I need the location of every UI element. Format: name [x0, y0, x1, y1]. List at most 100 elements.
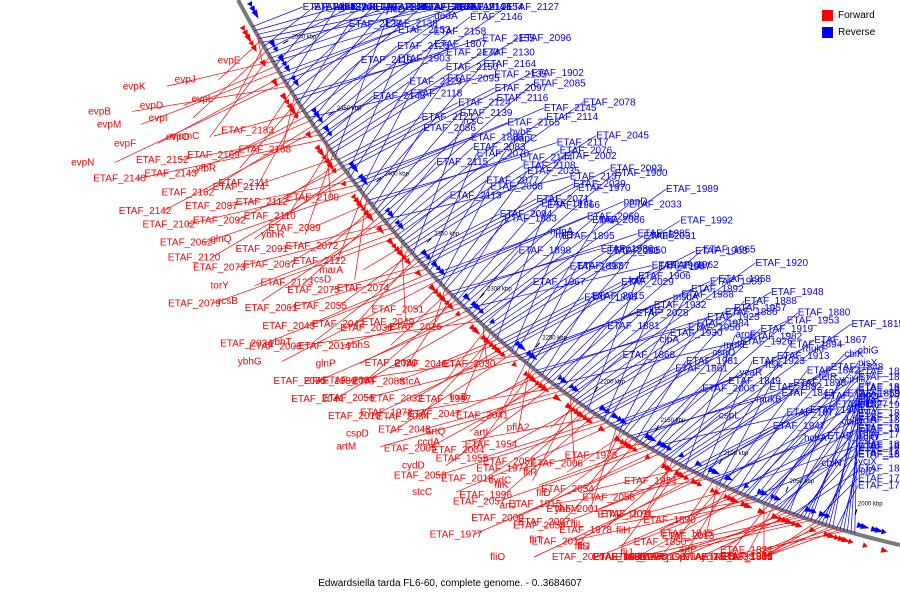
label-connector: [505, 266, 659, 347]
label-connector: [671, 399, 757, 461]
label-connector: [854, 400, 859, 534]
gene-label: ETAF_2102: [142, 219, 195, 230]
label-connector: [292, 321, 480, 347]
reverse-gene-arrow: [773, 494, 782, 501]
gene-label: ETAF_2128: [349, 19, 402, 30]
label-connector: [279, 223, 388, 250]
gene-label: ETAF_2094: [500, 209, 553, 220]
legend-reverse: Reverse: [822, 24, 892, 41]
gene-label: ybhG: [238, 357, 262, 368]
label-connector: [603, 462, 678, 531]
label-connector: [817, 461, 859, 523]
label-connector: [162, 129, 317, 212]
label-connector: [365, 358, 522, 399]
gene-label: ETAF_1881: [607, 321, 660, 332]
label-connector: [445, 155, 565, 290]
gene-label: cspG: [656, 552, 680, 563]
gene-label: ETAF_1974: [476, 464, 529, 475]
label-connector: [334, 23, 386, 157]
forward-gene-arrow: [528, 375, 538, 384]
label-connector: [399, 195, 450, 239]
gene-label: sixA: [411, 2, 430, 13]
label-connector: [415, 213, 500, 258]
gene-label: ETAF_2155: [482, 33, 535, 44]
label-connector: [426, 153, 477, 269]
gene-label: ETAF_2124: [458, 97, 511, 108]
reverse-gene-arrow: [249, 5, 256, 13]
gene-label: ETAF_1997: [419, 394, 472, 405]
gene-label: lolA: [629, 276, 646, 287]
label-connector: [437, 201, 624, 281]
gene-label: ETAF_2033: [629, 199, 682, 210]
gene-label: glnP: [316, 359, 336, 370]
label-connector: [746, 362, 859, 497]
label-connector: [388, 146, 474, 227]
label-connector: [561, 440, 639, 523]
forward-gene-arrow: [511, 361, 517, 367]
gene-label: ybbM: [555, 504, 579, 515]
label-connector: [520, 443, 643, 469]
reverse-gene-arrow: [384, 207, 390, 213]
gene-label: ETAF_2012: [532, 537, 585, 548]
label-connector: [767, 371, 859, 505]
gene-label: ETAF_2140: [93, 174, 146, 185]
forward-gene-arrow: [242, 29, 249, 37]
label-connector: [137, 139, 324, 179]
label-connector: [289, 6, 374, 89]
gene-label: ETAF_1915: [509, 499, 562, 510]
label-connector: [496, 448, 651, 503]
gene-label: evpM: [97, 119, 121, 130]
gene-label: papD: [624, 196, 648, 207]
label-connector: [265, 91, 292, 131]
gene-label: ETAF_1992: [680, 215, 733, 226]
gene-label: mukE: [723, 340, 749, 351]
label-connector: [763, 526, 831, 558]
gene-label: ETAF_1889: [858, 383, 900, 394]
gene-label: ETAF_1966: [547, 200, 600, 211]
reverse-gene-arrow: [277, 54, 285, 64]
gene-label: evpL: [192, 94, 214, 105]
label-connector: [619, 332, 671, 431]
gene-label: ETAF_2044: [291, 394, 344, 405]
forward-gene-arrow: [355, 200, 364, 210]
gene-label: ETAF_2026: [389, 322, 442, 333]
reverse-label: Reverse: [838, 27, 876, 38]
gene-label: cydD: [402, 461, 425, 472]
gene-label: ETAF_2072: [286, 241, 339, 252]
label-connector: [365, 63, 484, 198]
gene-label: ETAF_2145: [544, 103, 597, 114]
gene-label: ETAF_1857: [827, 431, 880, 442]
label-connector: [608, 430, 621, 456]
gene-label: artM: [336, 442, 356, 453]
reverse-gene-arrow: [438, 268, 446, 276]
gene-label: ETAF_1846: [720, 552, 773, 563]
gene-label: ETAF_1955: [436, 454, 489, 465]
label-connector: [429, 138, 514, 272]
label-connector: [279, 29, 399, 74]
forward-gene-arrow: [414, 269, 422, 277]
gene-label: fliJ: [578, 542, 590, 553]
gene-label: ETAF_1968: [652, 261, 705, 272]
gene-label: ETAF_1808: [471, 132, 524, 143]
label-connector: [575, 339, 660, 401]
label-connector: [166, 60, 273, 87]
label-connector: [682, 487, 728, 558]
reverse-gene-arrow: [818, 510, 828, 517]
gene-label: ETAF_1965: [703, 244, 756, 255]
gene-label: glnQ: [210, 234, 231, 245]
gene-label: ETAF_2085: [533, 78, 586, 89]
gene-label: rumB: [651, 230, 675, 241]
gene-label: ETAF_2183: [221, 125, 274, 136]
label-connector: [515, 450, 656, 519]
reverse-gene-arrow: [387, 210, 394, 218]
forward-gene-arrow: [396, 249, 405, 258]
gene-label: ETAF_2092: [193, 215, 246, 226]
label-connector: [722, 370, 808, 486]
forward-gene-arrow: [534, 379, 541, 386]
label-connector: [236, 228, 392, 268]
label-connector: [578, 323, 697, 403]
label-connector: [584, 291, 772, 408]
gene-label: ETAF_1773: [858, 396, 900, 407]
gene-label: ETAF_2050: [614, 246, 667, 257]
label-connector: [563, 294, 682, 392]
